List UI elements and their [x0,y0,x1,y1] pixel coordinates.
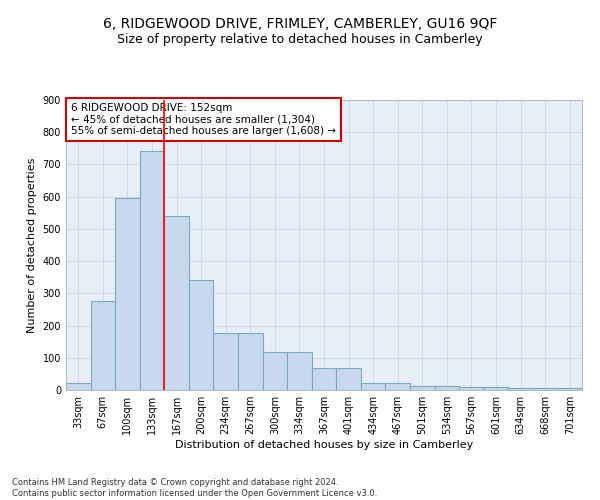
Bar [91,302,115,390]
Bar [459,388,484,390]
Bar [533,388,557,390]
Bar [385,383,410,390]
Bar [263,352,287,390]
Bar [312,368,336,390]
Bar [336,368,361,390]
Text: 6, RIDGEWOOD DRIVE, FRIMLEY, CAMBERLEY, GU16 9QF: 6, RIDGEWOOD DRIVE, FRIMLEY, CAMBERLEY, … [103,18,497,32]
Bar [66,383,91,390]
Bar [189,280,214,390]
Bar [140,151,164,390]
Bar [484,388,508,390]
Bar [557,388,582,390]
Text: 6 RIDGEWOOD DRIVE: 152sqm
← 45% of detached houses are smaller (1,304)
55% of se: 6 RIDGEWOOD DRIVE: 152sqm ← 45% of detac… [71,103,336,136]
Bar [287,352,312,390]
Bar [214,332,238,390]
Bar [508,388,533,390]
Bar [410,386,434,390]
Bar [115,198,140,390]
Bar [361,383,385,390]
Bar [164,216,189,390]
X-axis label: Distribution of detached houses by size in Camberley: Distribution of detached houses by size … [175,440,473,450]
Text: Size of property relative to detached houses in Camberley: Size of property relative to detached ho… [117,32,483,46]
Bar [434,386,459,390]
Y-axis label: Number of detached properties: Number of detached properties [27,158,37,332]
Text: Contains HM Land Registry data © Crown copyright and database right 2024.
Contai: Contains HM Land Registry data © Crown c… [12,478,377,498]
Bar [238,332,263,390]
